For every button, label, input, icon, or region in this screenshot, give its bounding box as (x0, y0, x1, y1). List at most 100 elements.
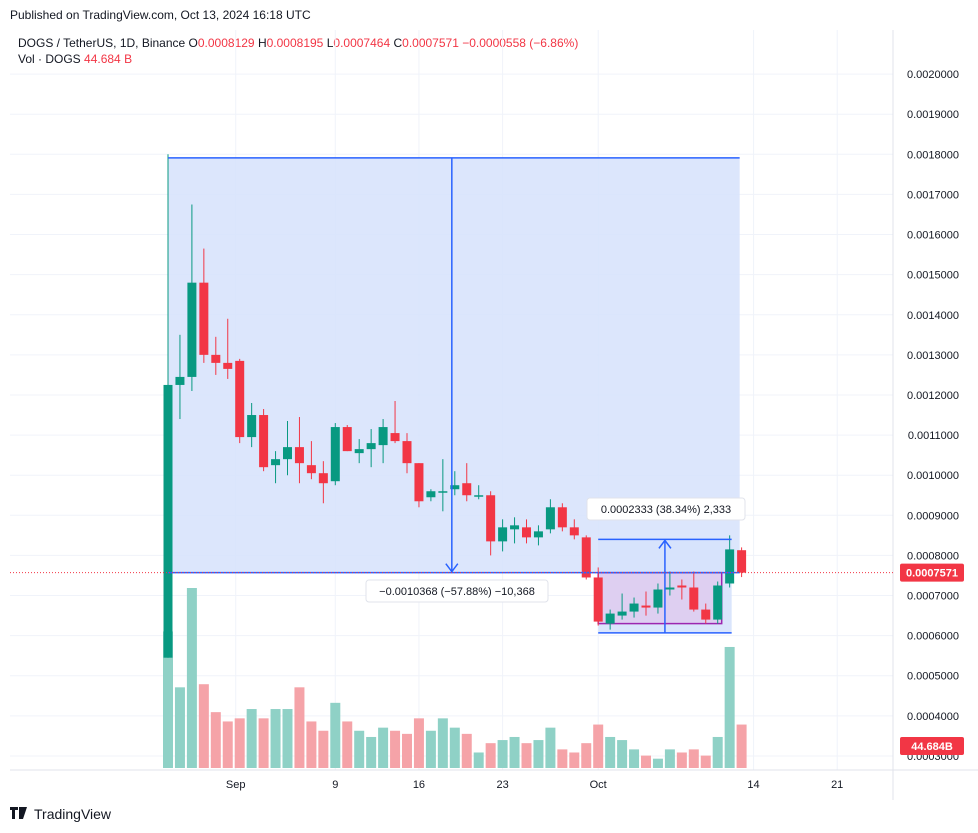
axis-badge-text: 44.684B (911, 741, 953, 753)
volume-bars (163, 588, 747, 768)
y-tick-label: 0.0016000 (907, 230, 959, 242)
candle-body (605, 613, 615, 624)
candle-body (545, 507, 555, 530)
volume-bar (485, 743, 496, 768)
volume-bar (605, 736, 616, 768)
candle-body (665, 587, 675, 590)
volume-bar (246, 709, 257, 768)
volume-label[interactable]: Vol · DOGS (18, 52, 81, 66)
measure-label-text: 0.0002333 (38.34%) 2,333 (601, 504, 731, 516)
volume-bar (700, 755, 711, 768)
open-label: O (188, 36, 198, 50)
volume-bar (330, 702, 341, 768)
chart-legend: DOGS / TetherUS, 1D, Binance O0.0008129 … (18, 35, 578, 67)
volume-bar (318, 730, 329, 768)
tradingview-brand: TradingView (10, 806, 111, 822)
open-value: 0.0008129 (197, 36, 255, 50)
y-tick-label: 0.0015000 (907, 270, 959, 282)
volume-bar (390, 730, 401, 768)
volume-bar (282, 709, 293, 768)
volume-bar (676, 752, 687, 768)
volume-bar (473, 752, 484, 768)
x-tick-label: 21 (831, 779, 843, 791)
candle-body (498, 527, 508, 542)
volume-bar (688, 749, 699, 768)
volume-bar (712, 736, 723, 768)
y-tick-label: 0.0011000 (908, 430, 959, 442)
candle-body (689, 587, 699, 610)
candle-body (486, 495, 496, 542)
close-value: 0.0007571 (402, 36, 459, 50)
measure-label-bg (365, 579, 549, 603)
candle-body (450, 485, 460, 490)
x-tick-label: Oct (590, 779, 607, 791)
high-label: H (257, 36, 267, 50)
x-tick-label: 14 (747, 779, 759, 791)
volume-bar (664, 749, 675, 768)
volume-bar (222, 721, 233, 768)
candle-body (426, 491, 436, 498)
volume-bar (378, 727, 389, 768)
volume-bar (270, 709, 281, 768)
candle-body (629, 603, 639, 612)
x-tick-label: 23 (496, 779, 508, 791)
candle-body (725, 549, 735, 584)
volume-bar (294, 687, 305, 768)
volume-bar (174, 687, 185, 768)
symbol-label[interactable]: DOGS / TetherUS, 1D, Binance (18, 36, 186, 50)
candle-body (378, 427, 388, 446)
volume-bar (258, 718, 269, 768)
candle-body (713, 585, 723, 620)
candle-body (617, 611, 627, 616)
y-tick-label: 0.0012000 (907, 390, 959, 402)
price-axis[interactable]: 0.0020000 0.0019000 0.0018000 0.0017000 0.00… (900, 69, 964, 763)
candle-body (354, 449, 364, 454)
volume-bar (366, 736, 377, 768)
candle-body (522, 527, 531, 538)
volume-bar (354, 730, 365, 768)
candle-body (581, 537, 591, 578)
candle-body (163, 384, 173, 658)
candle-body (510, 525, 520, 530)
y-tick-label: 0.0009000 (907, 510, 959, 522)
low-value: 0.0007464 (333, 36, 391, 50)
time-axis[interactable]: Sep 9 16 23 Oct 14 21 (226, 779, 843, 791)
volume-bar (437, 718, 448, 768)
candle-body (342, 427, 352, 452)
last-price-badge: 0.0007571 (900, 563, 964, 582)
candle-body (701, 609, 711, 620)
candle-body (306, 465, 316, 474)
drawing-overlays[interactable] (168, 157, 740, 633)
candle-body (402, 441, 412, 464)
candles (163, 154, 747, 658)
volume-bar (402, 733, 412, 768)
volume-line: Vol · DOGS 44.684 B (18, 51, 578, 67)
range2-measure-label: 0.0002333 (38.34%) 2,333 (586, 497, 746, 521)
volume-bar (593, 724, 604, 768)
candle-body (677, 585, 687, 588)
candle-body (223, 362, 233, 369)
candle-body (533, 531, 543, 538)
volume-bar (306, 721, 317, 768)
y-tick-label: 0.0004000 (907, 711, 959, 723)
volume-bar (533, 740, 544, 768)
x-tick-label: 16 (413, 779, 425, 791)
range-arrow-head (445, 563, 459, 573)
volume-bar (581, 743, 592, 768)
change-value: −0.0000558 (−6.86%) (462, 36, 579, 50)
y-tick-label: 0.0019000 (907, 109, 959, 121)
volume-bar (234, 718, 245, 768)
volume-bar (545, 727, 556, 768)
x-tick-label: Sep (226, 779, 246, 791)
candle-body (438, 491, 448, 493)
candle-body (318, 473, 328, 484)
candle-body (175, 376, 185, 385)
candle-body (737, 550, 747, 573)
candle-body (271, 459, 281, 466)
y-tick-label: 0.0010000 (907, 470, 959, 482)
axis-badge-text: 0.0007571 (906, 568, 958, 580)
y-tick-label: 0.0020000 (907, 69, 959, 81)
drawing-lines[interactable] (10, 157, 893, 634)
candle-body (474, 495, 484, 497)
